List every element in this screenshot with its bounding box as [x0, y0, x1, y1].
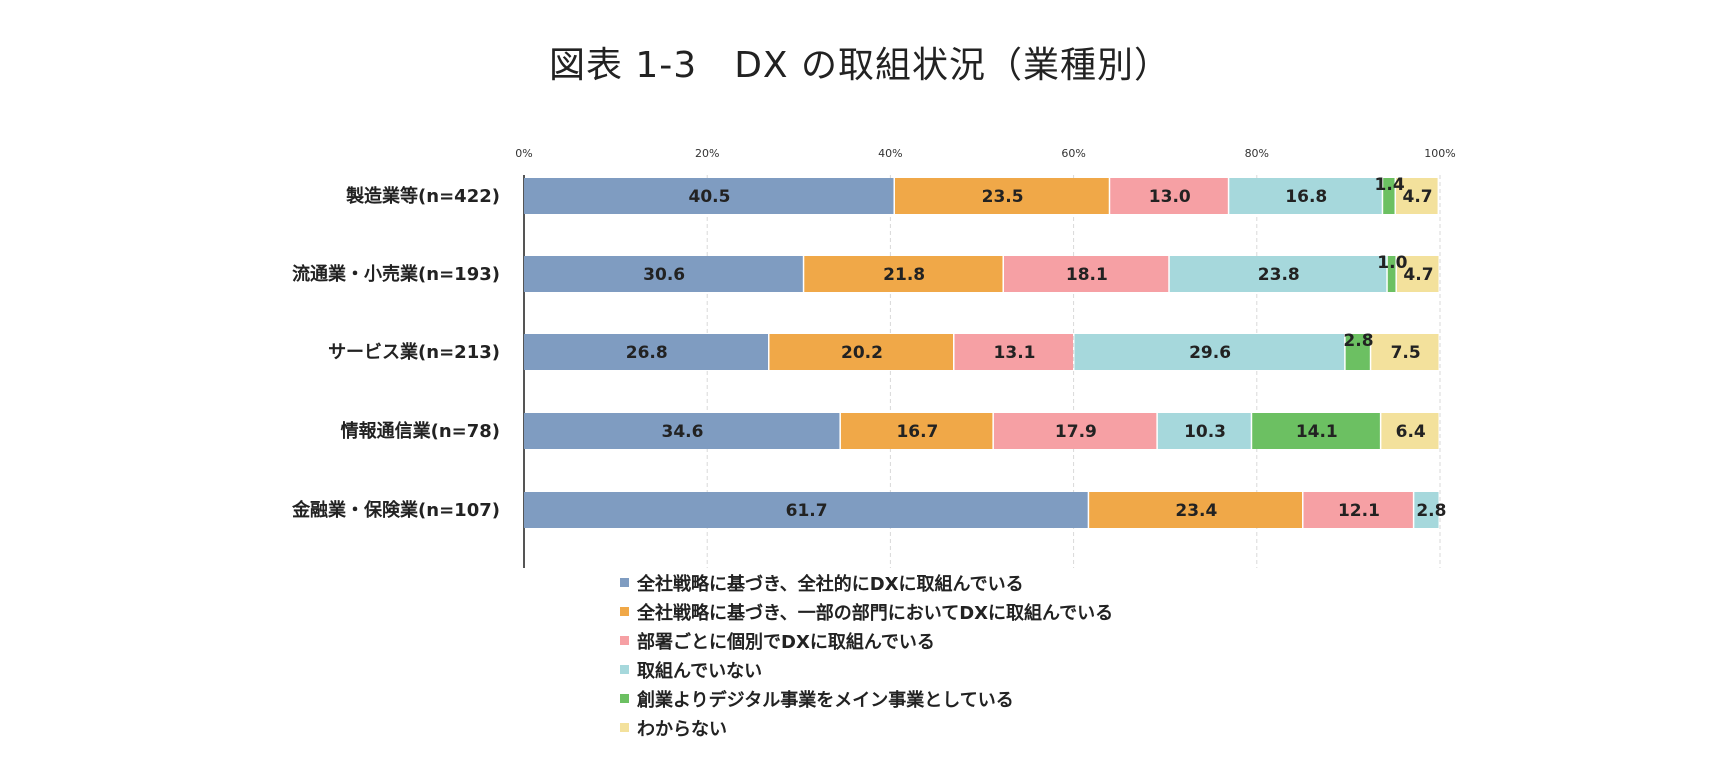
- x-tick-label: 80%: [1245, 147, 1269, 160]
- data-label: 23.5: [982, 187, 1024, 207]
- data-label: 30.6: [643, 265, 685, 285]
- data-label: 6.4: [1396, 422, 1426, 442]
- x-tick-label: 20%: [695, 147, 719, 160]
- data-label: 2.8: [1343, 331, 1373, 351]
- legend-label: わからない: [637, 718, 727, 740]
- data-label: 16.7: [896, 422, 938, 442]
- chart-title: 図表 1-3 DX の取組状況（業種別）: [548, 45, 1172, 86]
- legend-swatch: [620, 607, 629, 616]
- data-labels: 40.5 23.5 13.0 16.81.44.730.6 21.8 18.1 23.81.…: [626, 175, 1447, 521]
- category-labels: 製造業等(n=422) 流通業・小売業(n=193) サービス業(n=213) 情報通…: [291, 185, 500, 521]
- x-tick-label: 40%: [878, 147, 902, 160]
- category-label: 製造業等(n=422): [345, 185, 500, 207]
- x-tick-label: 60%: [1061, 147, 1085, 160]
- bar-segment: [1414, 492, 1439, 528]
- data-label: 23.4: [1175, 501, 1217, 521]
- data-label: 26.8: [626, 343, 668, 363]
- data-label: 16.8: [1285, 187, 1327, 207]
- data-label: 17.9: [1055, 422, 1097, 442]
- data-label: 29.6: [1189, 343, 1231, 363]
- bar-segment: [1345, 334, 1370, 370]
- bar-segment: [524, 334, 768, 370]
- gridlines: [523, 175, 1441, 568]
- data-label: 4.7: [1402, 187, 1432, 207]
- data-label: 14.1: [1296, 422, 1338, 442]
- legend-swatch: [620, 665, 629, 674]
- data-label: 4.7: [1403, 265, 1433, 285]
- category-label: 金融業・保険業(n=107): [291, 499, 500, 521]
- legend-item: 部署ごとに個別でDXに取組んでいる: [620, 626, 1113, 655]
- category-label: サービス業(n=213): [328, 341, 500, 363]
- bar-segment: [954, 334, 1074, 370]
- legend-swatch: [620, 723, 629, 732]
- data-label: 2.8: [1416, 501, 1446, 521]
- data-label: 21.8: [883, 265, 925, 285]
- bar-segment: [1089, 492, 1303, 528]
- legend-item: 取組んでいない: [620, 655, 1113, 684]
- bar-segment: [1003, 256, 1169, 292]
- legend-swatch: [620, 578, 629, 587]
- legend-label: 全社戦略に基づき、全社的にDXに取組んでいる: [637, 573, 1024, 595]
- bars: [524, 178, 1439, 528]
- bar-segment: [1383, 178, 1395, 214]
- data-label: 34.6: [661, 422, 703, 442]
- legend-item: 全社戦略に基づき、全社的にDXに取組んでいる: [620, 568, 1113, 597]
- bar-segment: [1303, 492, 1413, 528]
- bar-segment: [993, 413, 1157, 449]
- data-label: 23.8: [1258, 265, 1300, 285]
- bar-segment: [1387, 256, 1396, 292]
- data-label: 1.0: [1377, 253, 1407, 273]
- data-label: 13.1: [994, 343, 1036, 363]
- data-label: 12.1: [1338, 501, 1380, 521]
- legend-item: 全社戦略に基づき、一部の部門においてDXに取組んでいる: [620, 597, 1113, 626]
- legend: 全社戦略に基づき、全社的にDXに取組んでいる全社戦略に基づき、一部の部門において…: [620, 568, 1113, 742]
- legend-item: 創業よりデジタル事業をメイン事業としている: [620, 684, 1113, 713]
- category-label: 情報通信業(n=78): [341, 420, 500, 442]
- bar-segment: [1381, 413, 1439, 449]
- bar-segment: [1110, 178, 1228, 214]
- data-label: 13.0: [1149, 187, 1191, 207]
- bar-segment: [1157, 413, 1251, 449]
- bar-segment: [1229, 178, 1382, 214]
- data-label: 61.7: [786, 501, 828, 521]
- data-label: 7.5: [1391, 343, 1421, 363]
- bar-segment: [1169, 256, 1387, 292]
- legend-swatch: [620, 636, 629, 645]
- legend-label: 取組んでいない: [637, 660, 763, 682]
- legend-swatch: [620, 694, 629, 703]
- legend-label: 創業よりデジタル事業をメイン事業としている: [637, 689, 1014, 711]
- legend-item: わからない: [620, 713, 1113, 742]
- data-label: 40.5: [689, 187, 731, 207]
- data-label: 18.1: [1066, 265, 1108, 285]
- data-label: 10.3: [1184, 422, 1226, 442]
- data-label: 20.2: [841, 343, 883, 363]
- bar-segment: [1074, 334, 1345, 370]
- x-tick-label: 100%: [1424, 147, 1455, 160]
- bar-segment: [1396, 256, 1439, 292]
- bar-segment: [524, 256, 803, 292]
- category-label: 流通業・小売業(n=193): [292, 263, 500, 285]
- bar-segment: [1252, 413, 1380, 449]
- bar-segment: [1396, 178, 1438, 214]
- legend-label: 全社戦略に基づき、一部の部門においてDXに取組んでいる: [637, 602, 1114, 624]
- bar-segment: [840, 413, 993, 449]
- x-tick-label: 0%: [515, 147, 532, 160]
- bar-segment: [1371, 334, 1439, 370]
- bar-segment: [524, 413, 840, 449]
- bar-segment: [804, 256, 1003, 292]
- bar-segment: [769, 334, 954, 370]
- bar-segment: [894, 178, 1109, 214]
- x-axis-ticks: 0% 20% 40% 60% 80% 100%: [515, 147, 1455, 160]
- legend-label: 部署ごとに個別でDXに取組んでいる: [637, 631, 935, 653]
- data-label: 1.4: [1375, 175, 1405, 195]
- bar-segment: [524, 178, 894, 214]
- bar-segment: [524, 492, 1088, 528]
